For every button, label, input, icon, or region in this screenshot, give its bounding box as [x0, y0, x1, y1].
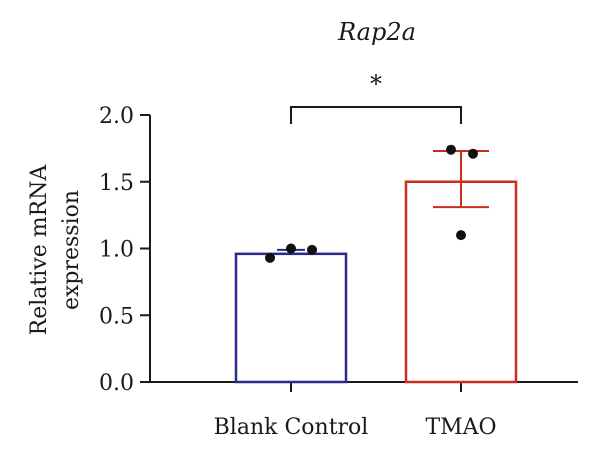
bars [234, 180, 518, 384]
y-tick-label: 0.0 [99, 371, 134, 396]
y-axis-label: Relative mRNA expression [27, 164, 84, 336]
bar-tmao [404, 180, 518, 384]
y-tick-label: 1.0 [99, 238, 134, 263]
data-point [286, 243, 296, 254]
axes: 0.0 0.5 1.0 1.5 2.0 Blank Control TMAO [99, 104, 578, 440]
y-tick-label: 0.5 [99, 304, 134, 329]
significance-bracket-line [290, 106, 462, 124]
data-point [446, 144, 456, 155]
significance-bracket: * [290, 70, 462, 124]
x-tick-label: Blank Control [214, 415, 369, 440]
data-point [265, 252, 275, 263]
y-tick-label: 2.0 [99, 104, 134, 129]
y-tick-label: 1.5 [99, 171, 134, 196]
y-axis-label-line-1: Relative mRNA [27, 164, 52, 336]
chart-title: Rap2a [337, 18, 416, 46]
significance-marker: * [370, 70, 382, 98]
error-bars [277, 150, 489, 255]
data-point [456, 230, 466, 241]
data-points [265, 144, 478, 263]
data-point [468, 148, 478, 159]
x-tick-label: TMAO [425, 415, 496, 440]
y-axis-label-line-2: expression [59, 190, 84, 310]
bar-blank-control [234, 252, 348, 384]
data-point [307, 244, 317, 255]
